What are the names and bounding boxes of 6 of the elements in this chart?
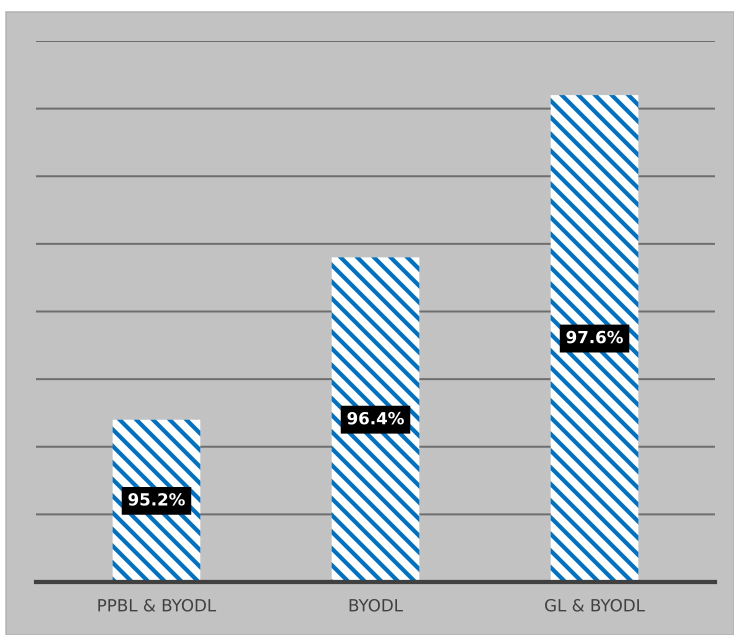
data-label: 96.4% — [347, 412, 404, 425]
data-label: 97.6% — [566, 330, 623, 344]
x-tick-label: PPBL & BYODL — [98, 598, 216, 612]
data-label: 95.2% — [128, 493, 185, 506]
x-tick-label: GL & BYODL — [545, 598, 645, 612]
x-tick-label: BYODL — [350, 598, 403, 612]
